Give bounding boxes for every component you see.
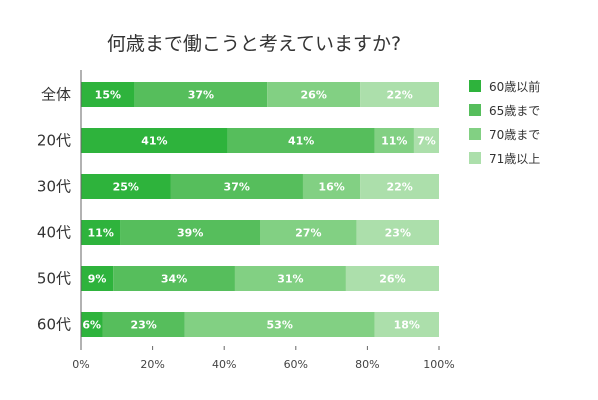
x-tick-label: 100%	[423, 358, 454, 371]
data-label: 9%	[88, 273, 107, 286]
bars: 15% 37% 26% 22% 41% 41% 11% 7% 25% 37% 16% 22% 11% 39…	[81, 82, 439, 337]
data-label: 41%	[288, 135, 314, 148]
data-label: 11%	[88, 227, 114, 240]
bar-segment	[184, 312, 375, 337]
data-label: 31%	[277, 273, 303, 286]
category-label: 全体	[41, 86, 71, 104]
data-label: 15%	[95, 89, 121, 102]
data-label: 26%	[379, 273, 405, 286]
bar-segment	[102, 312, 185, 337]
data-label: 41%	[141, 135, 167, 148]
legend-label: 71歳以上	[489, 152, 540, 166]
data-label: 27%	[295, 227, 321, 240]
data-label: 7%	[417, 135, 436, 148]
bar-segment	[81, 266, 114, 291]
bar-segment	[120, 220, 260, 245]
data-label: 22%	[386, 181, 412, 194]
bar-segment	[227, 128, 375, 153]
legend-swatch	[469, 128, 481, 140]
bar-segment	[356, 220, 439, 245]
x-tick-label: 80%	[355, 358, 379, 371]
data-label: 11%	[381, 135, 407, 148]
data-label: 34%	[161, 273, 187, 286]
bar-segment	[81, 220, 121, 245]
data-label: 53%	[267, 319, 293, 332]
legend-swatch	[469, 80, 481, 92]
data-label: 6%	[82, 319, 101, 332]
data-label: 37%	[224, 181, 250, 194]
chart-title: 何歳まで働こうと考えていますか?	[107, 33, 401, 55]
x-axis: 0% 20% 40% 60% 80% 100%	[72, 70, 455, 371]
data-label: 25%	[113, 181, 139, 194]
data-label: 23%	[385, 227, 411, 240]
bar-segment	[81, 312, 103, 337]
data-label: 18%	[394, 319, 420, 332]
x-tick-label: 60%	[284, 358, 308, 371]
legend: 60歳以前 65歳まで 70歳まで 71歳以上	[469, 79, 540, 166]
legend-swatch	[469, 104, 481, 116]
bar-segment	[260, 220, 357, 245]
bar-segment	[302, 174, 361, 199]
bar-segment	[170, 174, 303, 199]
bar-segment	[134, 82, 268, 107]
bar-segment	[374, 128, 414, 153]
data-label: 22%	[386, 89, 412, 102]
category-label: 60代	[37, 316, 71, 334]
bar-segment	[113, 266, 235, 291]
data-label: 39%	[177, 227, 203, 240]
bar-segment	[360, 174, 439, 199]
bar-segment	[81, 174, 171, 199]
legend-swatch	[469, 152, 481, 164]
data-label: 16%	[318, 181, 344, 194]
x-tick-label: 0%	[72, 358, 89, 371]
data-label: 37%	[188, 89, 214, 102]
data-label: 26%	[301, 89, 327, 102]
x-tick-label: 40%	[212, 358, 236, 371]
bar-segment	[81, 128, 228, 153]
legend-label: 70歳まで	[489, 128, 540, 142]
category-label: 50代	[37, 270, 71, 288]
category-labels: 全体 20代 30代 40代 50代 60代	[37, 86, 71, 334]
category-label: 30代	[37, 178, 71, 196]
bar-segment	[413, 128, 439, 153]
bar-segment	[345, 266, 439, 291]
bar-segment	[374, 312, 439, 337]
bar-segment	[267, 82, 361, 107]
category-label: 20代	[37, 132, 71, 150]
data-label: 23%	[130, 319, 156, 332]
bar-segment	[234, 266, 346, 291]
bar-segment	[81, 82, 135, 107]
x-tick-label: 20%	[140, 358, 164, 371]
legend-label: 65歳まで	[489, 104, 540, 118]
category-label: 40代	[37, 224, 71, 242]
bar-segment	[360, 82, 439, 107]
legend-label: 60歳以前	[489, 79, 540, 94]
